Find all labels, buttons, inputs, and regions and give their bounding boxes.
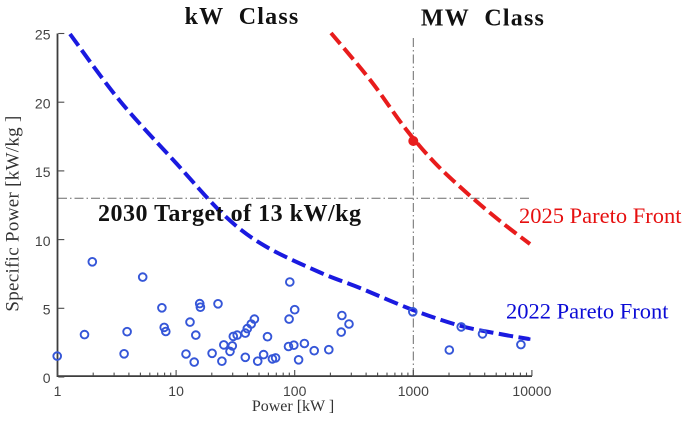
svg-text:5: 5 (43, 302, 51, 318)
svg-text:0: 0 (43, 370, 51, 386)
svg-text:2022 Pareto Front: 2022 Pareto Front (506, 299, 669, 324)
svg-text:2025 Pareto Front: 2025 Pareto Front (519, 203, 682, 228)
svg-text:kW Class: kW Class (185, 4, 300, 30)
svg-text:Power [kW ]: Power [kW ] (252, 398, 334, 415)
svg-text:Specific Power [kW/kg ]: Specific Power [kW/kg ] (3, 115, 24, 311)
svg-text:1000: 1000 (398, 383, 429, 399)
svg-text:10: 10 (168, 383, 184, 399)
svg-text:15: 15 (35, 164, 51, 180)
svg-text:1: 1 (54, 383, 62, 399)
svg-text:2030 Target of 13 kW/kg: 2030 Target of 13 kW/kg (98, 201, 362, 227)
svg-text:10: 10 (35, 233, 51, 249)
svg-text:10000: 10000 (512, 383, 551, 399)
svg-text:MW Class: MW Class (421, 6, 545, 32)
svg-text:100: 100 (283, 383, 307, 399)
svg-text:20: 20 (35, 95, 51, 111)
svg-text:25: 25 (35, 27, 51, 43)
